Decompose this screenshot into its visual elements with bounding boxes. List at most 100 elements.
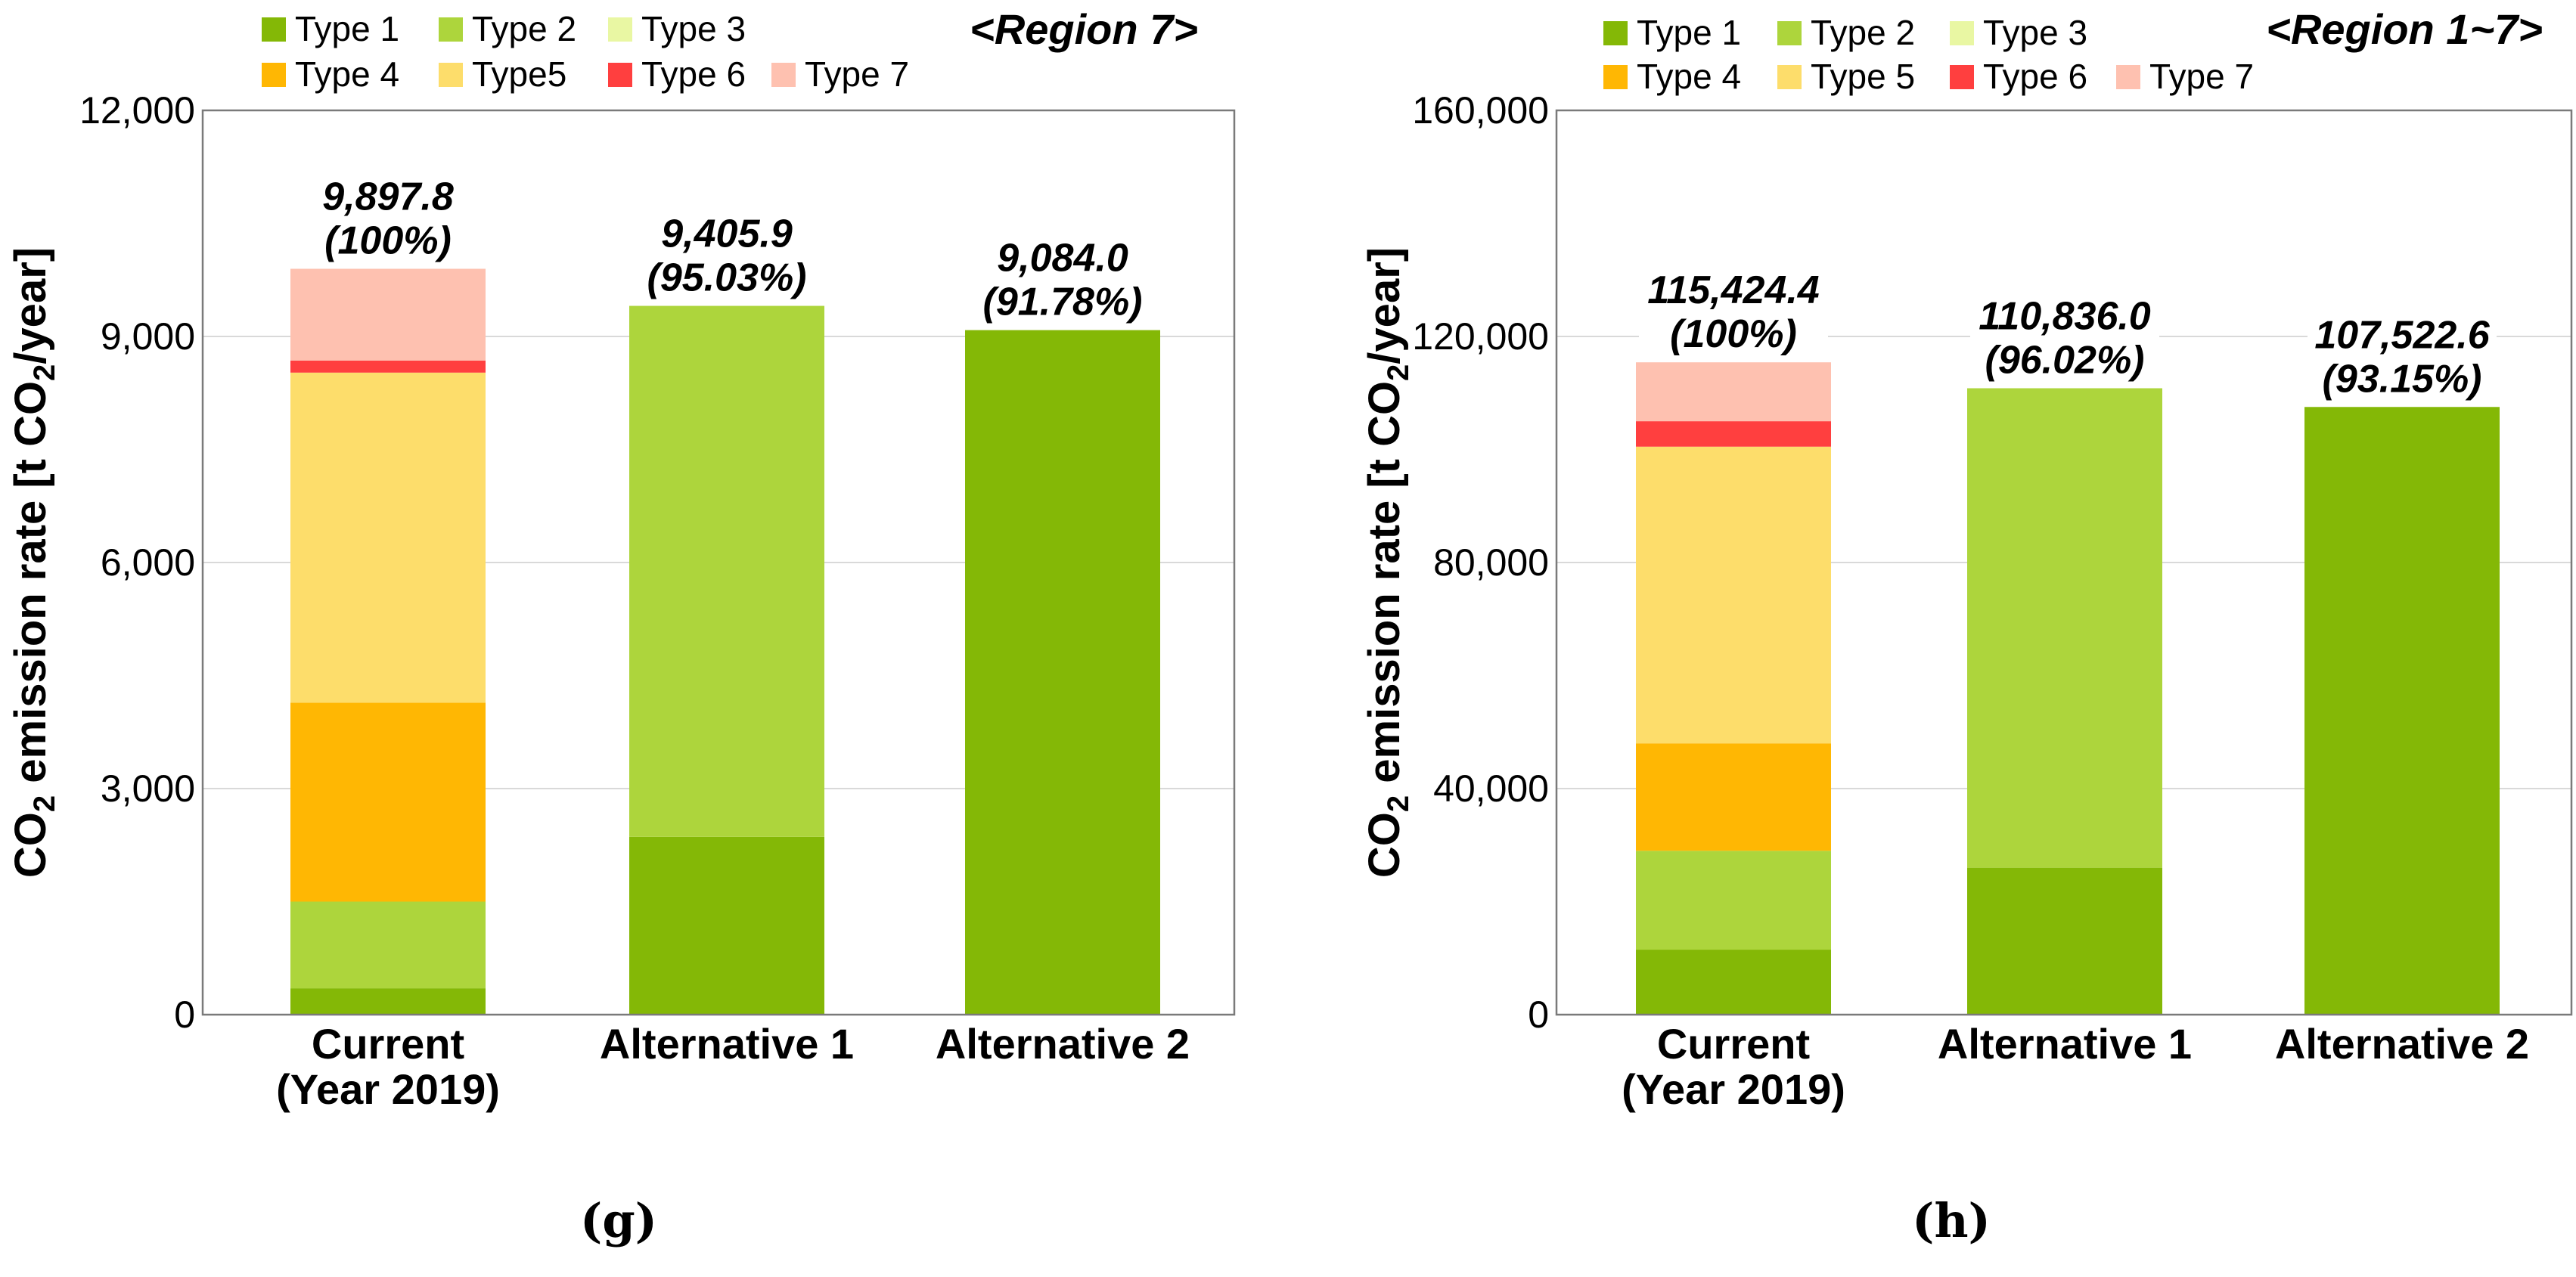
legend-swatch <box>439 63 463 87</box>
y-axis-label: CO2 emission rate [t CO2/year] <box>6 247 61 878</box>
legend-label: Type 6 <box>1983 57 2087 96</box>
legend-swatch <box>1777 65 1802 89</box>
x-category-label: Alternative 2 <box>2275 1020 2529 1068</box>
legend-swatch <box>1603 65 1628 89</box>
legend-label: Type 7 <box>805 54 909 94</box>
bar-segment-type-7 <box>1636 362 1831 422</box>
legend-label: Type 1 <box>295 9 399 48</box>
legend-label: Type 1 <box>1637 13 1741 52</box>
legend-swatch <box>439 17 463 42</box>
y-axis-label-subscript: 2 <box>1382 364 1415 381</box>
x-category-label: Current <box>312 1020 464 1068</box>
data-label-percent: (100%) <box>1670 312 1797 356</box>
data-label-background <box>632 209 821 299</box>
bar-segment-type-7 <box>290 268 486 361</box>
chart-panel-h: 0 40,000 80,000 120,000 160,000 Current(Year … <box>1360 5 2573 1248</box>
x-category-label: Current <box>1657 1020 1810 1068</box>
y-tick-label: 0 <box>1528 993 1549 1036</box>
bar-segment-type-4 <box>290 702 486 902</box>
data-label-background <box>2308 310 2497 400</box>
legend-label: Type 2 <box>472 9 576 48</box>
y-tick-label: 12,000 <box>79 89 195 132</box>
data-label-percent: (93.15%) <box>2323 357 2482 401</box>
data-label-background <box>1639 265 1828 355</box>
bar-segment-type-4 <box>1636 743 1831 851</box>
legend-swatch <box>1950 21 1974 45</box>
y-tick-label: 160,000 <box>1412 89 1549 132</box>
y-axis-label-part: /year] <box>6 247 55 364</box>
y-axis-label: CO2 emission rate [t CO2/year] <box>1360 247 1415 878</box>
legend-label: Type5 <box>472 54 566 94</box>
x-category-label: Alternative 1 <box>1938 1020 2192 1068</box>
bar-segment-type-2 <box>629 305 824 837</box>
data-label-total: 115,424.4 <box>1647 268 1820 312</box>
legend-swatch <box>1950 65 1974 89</box>
data-label-background <box>968 233 1157 323</box>
bar-segment-type-1 <box>1967 867 2162 1015</box>
bar-segment-type-1 <box>1636 950 1831 1015</box>
x-category-label: (Year 2019) <box>276 1065 500 1113</box>
data-label-percent: (95.03%) <box>647 256 807 300</box>
x-category-label: Alternative 2 <box>936 1020 1190 1068</box>
x-category-label: Alternative 1 <box>600 1020 854 1068</box>
y-tick-label: 40,000 <box>1433 767 1549 810</box>
y-tick-label: 9,000 <box>101 315 195 358</box>
legend-label: Type 2 <box>1811 13 1915 52</box>
y-axis-label-part: emission rate [t CO <box>6 381 55 795</box>
y-axis-label-part: emission rate [t CO <box>1360 381 1409 795</box>
data-label-total: 110,836.0 <box>1979 295 2151 339</box>
y-tick-label: 120,000 <box>1412 315 1549 358</box>
bar-segment-type-5 <box>290 372 486 703</box>
y-axis-label-part: /year] <box>1360 247 1409 364</box>
bar-segment-type-6 <box>1636 421 1831 447</box>
chart-panel-g: 0 3,000 6,000 9,000 12,000 Current(Year 2019)… <box>6 5 1236 1248</box>
y-tick-label: 80,000 <box>1433 541 1549 584</box>
legend-label: Type 7 <box>2149 57 2254 96</box>
bar-segment-type-1 <box>2304 407 2500 1015</box>
bar-segment-type-1 <box>629 836 824 1015</box>
data-label-total: 107,522.6 <box>2314 313 2490 357</box>
legend-label: Type 3 <box>641 9 746 48</box>
region-title: <Region 1~7> <box>2266 5 2543 53</box>
legend-swatch <box>1603 21 1628 45</box>
data-label-percent: (96.02%) <box>1985 339 2145 383</box>
bar-segment-type-1 <box>290 988 486 1015</box>
bar-segment-type-6 <box>290 360 486 373</box>
panel-label: (h) <box>1912 1193 1991 1248</box>
y-tick-label: 3,000 <box>101 767 195 810</box>
y-axis-label-part: CO <box>6 812 55 878</box>
bar-segment-type-1 <box>965 330 1160 1015</box>
legend-label: Type 3 <box>1983 13 2087 52</box>
legend-swatch <box>771 63 796 87</box>
data-label-background <box>1970 291 2159 381</box>
x-category-label: (Year 2019) <box>1622 1065 1845 1113</box>
y-axis-label-part: CO <box>1360 812 1409 878</box>
y-tick-label: 6,000 <box>101 541 195 584</box>
bar-segment-type-2 <box>290 901 486 989</box>
legend-swatch <box>608 17 632 42</box>
legend-label: Type 5 <box>1811 57 1915 96</box>
y-axis-label-subscript: 2 <box>28 795 61 812</box>
legend-label: Type 4 <box>295 54 399 94</box>
y-tick-label: 0 <box>174 993 195 1036</box>
data-label-percent: (100%) <box>324 219 452 263</box>
legend-swatch <box>262 17 286 42</box>
panel-label: (g) <box>580 1193 657 1248</box>
y-axis-label-subscript: 2 <box>28 364 61 381</box>
data-label-background <box>293 172 483 262</box>
legend-swatch <box>262 63 286 87</box>
legend-swatch <box>2116 65 2140 89</box>
data-label-total: 9,405.9 <box>661 212 793 256</box>
bar-segment-type-2 <box>1636 851 1831 950</box>
y-axis-label-subscript: 2 <box>1382 795 1415 812</box>
data-label-total: 9,897.8 <box>322 175 454 219</box>
bar-segment-type-2 <box>1967 388 2162 868</box>
region-title: <Region 7> <box>970 5 1198 53</box>
legend-swatch <box>608 63 632 87</box>
legend-swatch <box>1777 21 1802 45</box>
plot-frame <box>1555 109 2573 1016</box>
bar-segment-type-5 <box>1636 446 1831 744</box>
data-label-total: 9,084.0 <box>997 237 1128 281</box>
legend-label: Type 4 <box>1637 57 1741 96</box>
